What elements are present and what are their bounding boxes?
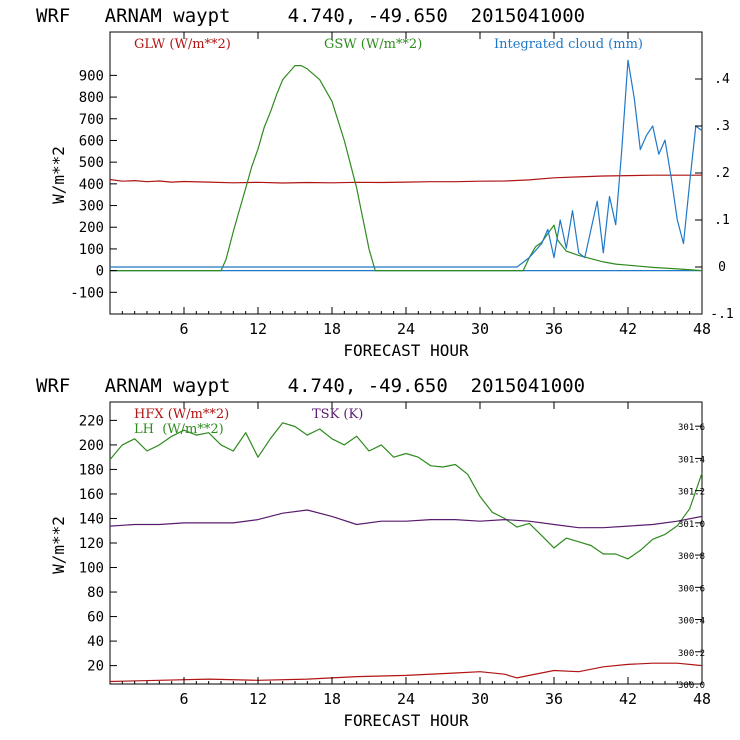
series-line-tsk	[109, 509, 703, 529]
series-lines	[109, 422, 703, 683]
y-tick-label: 40	[87, 634, 104, 650]
chart-title: WRF ARNAM waypt 4.740, -49.650 201504100…	[36, 375, 585, 397]
x-tick-label: 36	[545, 320, 563, 338]
y2-tick-label: 301.2	[678, 488, 705, 498]
x-tick-label: 12	[249, 320, 267, 338]
series-line-lh	[109, 422, 703, 560]
y-tick-label: 20	[87, 659, 104, 675]
axis-ticks: 6 12 18 24 30 36 42 48 -100 0 100 200 300 400 500 600 70…	[70, 32, 734, 338]
y-axis-label: W/m**2	[49, 146, 68, 204]
y2-tick-label: 301.4	[678, 455, 705, 465]
y-tick-label: 100	[79, 561, 104, 577]
y2-tick-label: .3	[714, 119, 730, 134]
legend-gsw: GSW (W/m**2)	[324, 37, 422, 52]
y2-tick-label: 301.0	[678, 520, 705, 530]
y2-tick-label: 300.4	[678, 617, 705, 627]
y-tick-label: 800	[79, 90, 104, 106]
axis-ticks: 6 12 18 24 30 36 42 48 20 40 60 80 100 120 140 160 180 20…	[79, 402, 711, 708]
plot-frame	[109, 401, 703, 685]
y2-tick-label: -.1	[710, 307, 733, 322]
legend-hfx: HFX (W/m**2)	[134, 407, 229, 422]
y-tick-label: 300	[79, 199, 104, 215]
x-tick-label: 36	[545, 690, 563, 708]
chart-title: WRF ARNAM waypt 4.740, -49.650 201504100…	[36, 5, 585, 27]
x-tick-label: 6	[179, 690, 188, 708]
x-tick-label: 42	[619, 320, 637, 338]
y-tick-label: 180	[79, 462, 104, 478]
series-line-cloud	[110, 59, 703, 268]
x-tick-label: 30	[471, 320, 489, 338]
y2-tick-label: 0	[718, 260, 726, 275]
y-tick-label: 200	[79, 220, 104, 236]
y-tick-label: 100	[79, 242, 104, 258]
x-tick-label: 12	[249, 690, 267, 708]
y-tick-label: 160	[79, 487, 104, 503]
y-tick-label: 700	[79, 112, 104, 128]
x-tick-label: 24	[397, 690, 415, 708]
x-tick-label: 18	[323, 320, 341, 338]
y-tick-label: 0	[96, 264, 104, 280]
x-tick-label: 24	[397, 320, 415, 338]
y-tick-label: 200	[79, 438, 104, 454]
y-tick-label: 220	[79, 413, 104, 429]
y2-tick-label: 300.6	[678, 584, 705, 594]
y-tick-label: 60	[87, 610, 104, 626]
y-axis-label: W/m**2	[49, 516, 68, 574]
series-lines	[109, 59, 703, 272]
x-tick-label: 48	[693, 320, 711, 338]
x-tick-label: 42	[619, 690, 637, 708]
series-line-gsw	[110, 64, 703, 272]
y-tick-label: 500	[79, 155, 104, 171]
y2-tick-label: .4	[714, 72, 730, 87]
x-tick-label: 30	[471, 690, 489, 708]
top-panel: WRF ARNAM waypt 4.740, -49.650 201504100…	[36, 5, 734, 360]
x-axis-label: FORECAST HOUR	[343, 711, 469, 730]
legend-glw: GLW (W/m**2)	[134, 37, 231, 52]
y-tick-label: 900	[79, 68, 104, 84]
y-tick-label: -100	[70, 285, 104, 301]
series-line-glw	[109, 174, 702, 184]
y-tick-label: 400	[79, 177, 104, 193]
y-tick-label: 120	[79, 536, 104, 552]
legend-tsk: TSK (K)	[312, 407, 363, 422]
plot-frame	[109, 31, 703, 315]
y2-tick-label: .1	[714, 213, 730, 228]
y-tick-label: 600	[79, 133, 104, 149]
y2-tick-label: 300.8	[678, 552, 705, 562]
x-tick-label: 48	[693, 690, 711, 708]
y2-tick-label: 300.2	[678, 649, 705, 659]
x-axis-label: FORECAST HOUR	[343, 341, 469, 360]
legend-lh: LH (W/m**2)	[134, 422, 224, 437]
legend-cloud: Integrated cloud (mm)	[494, 37, 643, 52]
x-tick-label: 18	[323, 690, 341, 708]
y2-tick-label: 300.0	[678, 681, 705, 691]
y2-tick-label: 301.6	[678, 423, 705, 433]
bottom-panel: WRF ARNAM waypt 4.740, -49.650 201504100…	[36, 375, 711, 730]
x-tick-label: 6	[179, 320, 188, 338]
y2-tick-label: .2	[714, 166, 730, 181]
y-tick-label: 140	[79, 511, 104, 527]
y-tick-label: 80	[87, 585, 104, 601]
